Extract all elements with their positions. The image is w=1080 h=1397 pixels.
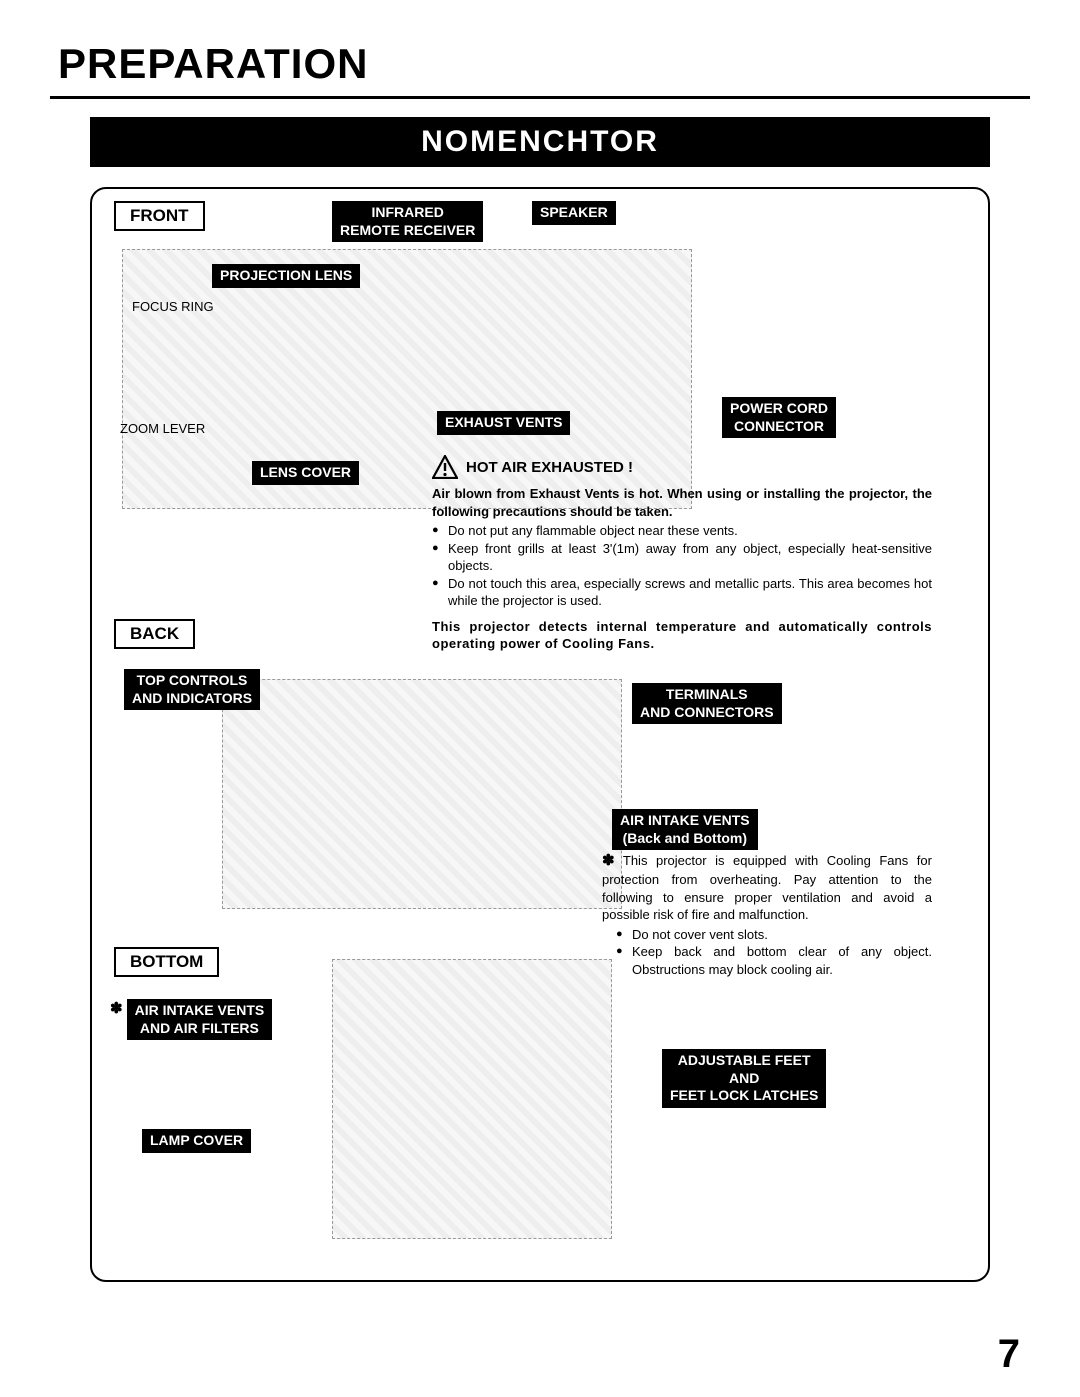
hot-air-bullet: Keep front grills at least 3'(1m) away f… — [432, 540, 932, 575]
page-number: 7 — [998, 1332, 1020, 1377]
title-rule — [50, 96, 1030, 99]
view-label-back: BACK — [114, 619, 195, 649]
label-adjustable-feet: ADJUSTABLE FEETANDFEET LOCK LATCHES — [662, 1049, 826, 1108]
star-icon: ✽ — [110, 999, 123, 1017]
air-intake-bullet: Keep back and bottom clear of any object… — [616, 943, 932, 978]
label-lens-cover: LENS COVER — [252, 461, 359, 485]
label-top-controls: TOP CONTROLSAND INDICATORS — [124, 669, 260, 710]
diagram-container: FRONT INFRAREDREMOTE RECEIVER SPEAKER PR… — [90, 187, 990, 1282]
warning-icon — [432, 455, 458, 479]
air-intake-bullets: Do not cover vent slots. Keep back and b… — [616, 926, 932, 979]
hot-air-bullet: Do not touch this area, especially screw… — [432, 575, 932, 610]
page-title: PREPARATION — [58, 40, 1030, 88]
label-air-intake-back: AIR INTAKE VENTS(Back and Bottom) — [612, 809, 758, 850]
hot-air-bullet: Do not put any flammable object near the… — [432, 522, 932, 540]
label-infrared-receiver: INFRAREDREMOTE RECEIVER — [332, 201, 483, 242]
view-label-bottom: BOTTOM — [114, 947, 219, 977]
label-power-cord: POWER CORDCONNECTOR — [722, 397, 836, 438]
hot-air-bullets: Do not put any flammable object near the… — [432, 522, 932, 610]
label-exhaust-vents: EXHAUST VENTS — [437, 411, 570, 435]
hot-air-title: HOT AIR EXHAUSTED ! — [466, 459, 633, 476]
bottom-diagram — [332, 959, 612, 1239]
air-intake-note: ✽ This projector is equipped with Coolin… — [602, 851, 932, 979]
label-lamp-cover: LAMP COVER — [142, 1129, 251, 1153]
back-diagram — [222, 679, 622, 909]
air-intake-intro: ✽ This projector is equipped with Coolin… — [602, 851, 932, 924]
air-intake-bullet: Do not cover vent slots. — [616, 926, 932, 944]
label-terminals: TERMINALSAND CONNECTORS — [632, 683, 782, 724]
hot-air-footer: This projector detects internal temperat… — [432, 618, 932, 653]
label-speaker: SPEAKER — [532, 201, 616, 225]
label-air-intake-filters: AIR INTAKE VENTSAND AIR FILTERS — [127, 999, 273, 1040]
hot-air-warning-block: HOT AIR EXHAUSTED ! Air blown from Exhau… — [432, 455, 932, 653]
view-label-front: FRONT — [114, 201, 205, 231]
hot-air-intro: Air blown from Exhaust Vents is hot. Whe… — [432, 485, 932, 520]
label-zoom-lever: ZOOM LEVER — [120, 421, 205, 436]
label-projection-lens: PROJECTION LENS — [212, 264, 360, 288]
star-icon: ✽ — [602, 852, 615, 869]
label-air-intake-filters-wrap: ✽ AIR INTAKE VENTSAND AIR FILTERS — [110, 999, 272, 1040]
label-focus-ring: FOCUS RING — [132, 299, 214, 314]
section-banner: NOMENCHTOR — [90, 117, 990, 167]
air-intake-intro-text: This projector is equipped with Cooling … — [602, 853, 932, 922]
